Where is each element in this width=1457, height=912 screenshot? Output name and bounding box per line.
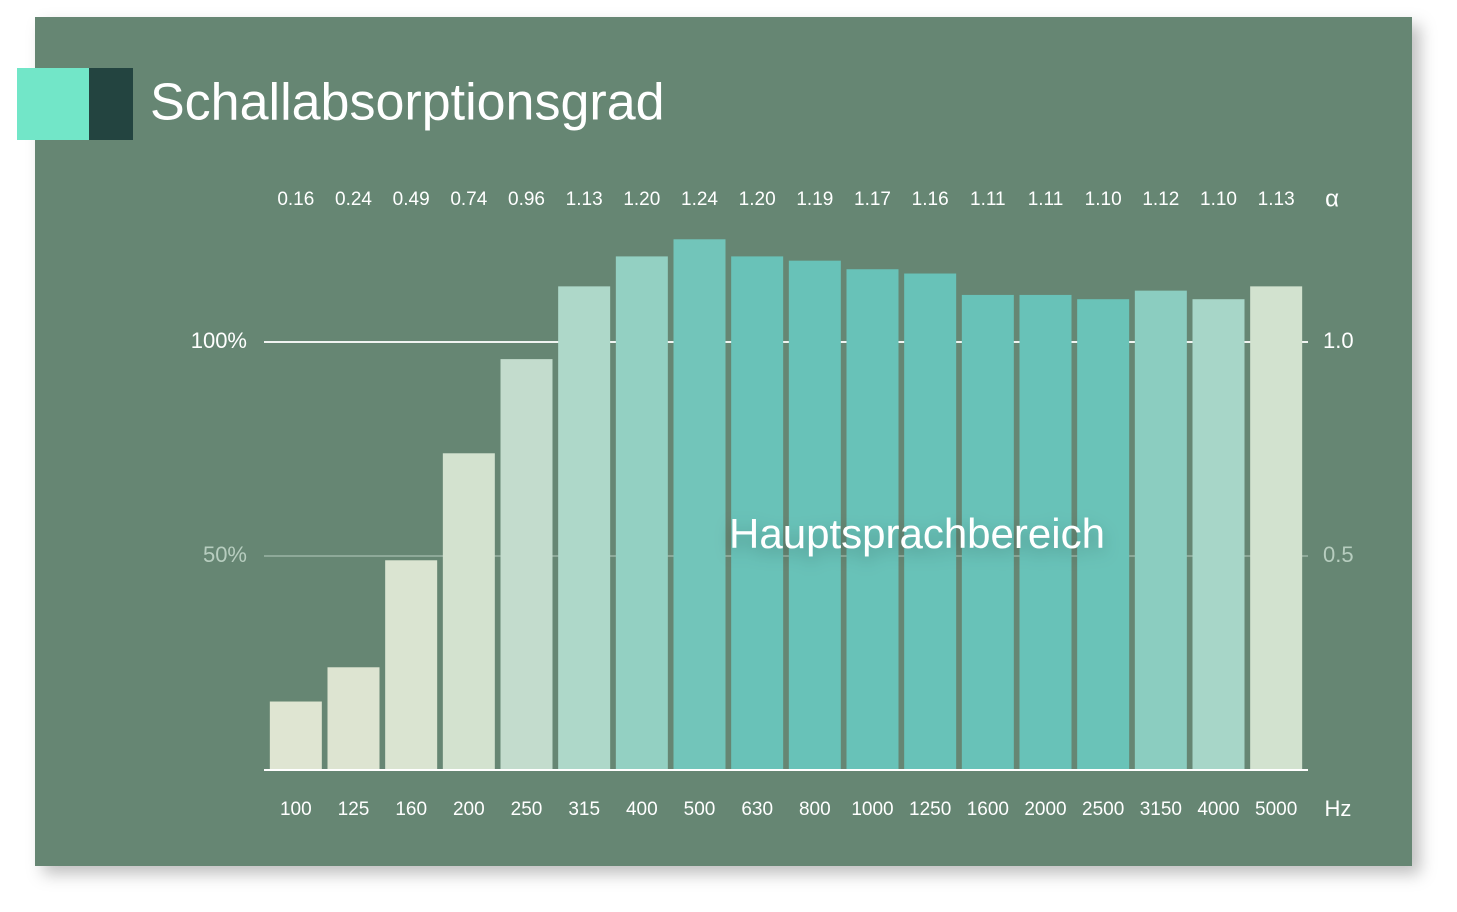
bar: [615, 256, 668, 770]
bar: [788, 260, 841, 770]
x-tick-label: 2500: [1082, 799, 1124, 820]
title-mark: [17, 68, 89, 140]
x-unit: Hz: [1325, 796, 1352, 821]
bar: [1019, 294, 1072, 770]
value-label: 1.11: [970, 189, 1006, 210]
x-tick-label: 1600: [967, 799, 1009, 820]
bar: [961, 294, 1014, 770]
x-tick-label: 200: [453, 799, 485, 820]
value-label: 1.24: [681, 189, 718, 210]
y2-tick-label: 0.5: [1323, 542, 1354, 567]
plot: 50% 100% 0.5 1.0 100 0.16 125 0.24 160 0.49 200 0.7…: [191, 189, 1354, 820]
bar: [673, 239, 726, 770]
value-label: 1.10: [1200, 189, 1237, 210]
bar: [442, 453, 495, 770]
bar: [731, 256, 784, 770]
x-tick-label: 5000: [1255, 799, 1297, 820]
bar: [558, 286, 611, 770]
x-tick-label: 160: [395, 799, 427, 820]
value-label: 1.17: [854, 189, 891, 210]
chart-title: Schallabsorptionsgrad: [150, 74, 665, 132]
value-label: 1.10: [1085, 189, 1122, 210]
x-tick-label: 630: [741, 799, 773, 820]
y-tick-label: 50%: [203, 542, 247, 567]
y-tick-label: 100%: [191, 328, 247, 353]
bar: [904, 273, 957, 770]
bar: [500, 359, 553, 770]
bar: [1250, 286, 1303, 770]
value-label: 0.96: [508, 189, 545, 210]
value-label: 1.20: [739, 189, 776, 210]
bar: [1077, 299, 1130, 770]
value-label: 1.11: [1028, 189, 1064, 210]
value-label: 0.49: [393, 189, 430, 210]
x-tick-label: 500: [684, 799, 716, 820]
value-label: 1.12: [1142, 189, 1179, 210]
x-tick-label: 125: [338, 799, 370, 820]
x-tick-label: 800: [799, 799, 831, 820]
value-label: 1.13: [1258, 189, 1295, 210]
title-mark: [89, 68, 133, 140]
x-tick-label: 315: [568, 799, 600, 820]
x-tick-label: 100: [280, 799, 312, 820]
annotation: Hauptsprachbereich: [729, 510, 1105, 557]
value-label: 0.16: [277, 189, 314, 210]
value-label: 1.19: [796, 189, 833, 210]
x-tick-label: 3150: [1140, 799, 1182, 820]
y2-tick-label: 1.0: [1323, 328, 1354, 353]
x-tick-label: 1250: [909, 799, 951, 820]
bar: [1134, 290, 1187, 770]
value-label: 0.24: [335, 189, 372, 210]
bar: [1192, 299, 1245, 770]
value-label: 1.13: [566, 189, 603, 210]
bar: [385, 560, 438, 770]
bar: [846, 269, 899, 770]
value-label: 1.16: [912, 189, 949, 210]
x-tick-label: 250: [511, 799, 543, 820]
bar: [327, 667, 380, 770]
x-tick-label: 400: [626, 799, 658, 820]
bar: [269, 701, 322, 770]
x-tick-label: 1000: [851, 799, 893, 820]
x-tick-label: 4000: [1197, 799, 1239, 820]
value-label: 0.74: [450, 189, 487, 210]
y-unit: α: [1325, 185, 1339, 212]
x-tick-label: 2000: [1024, 799, 1066, 820]
value-label: 1.20: [623, 189, 660, 210]
